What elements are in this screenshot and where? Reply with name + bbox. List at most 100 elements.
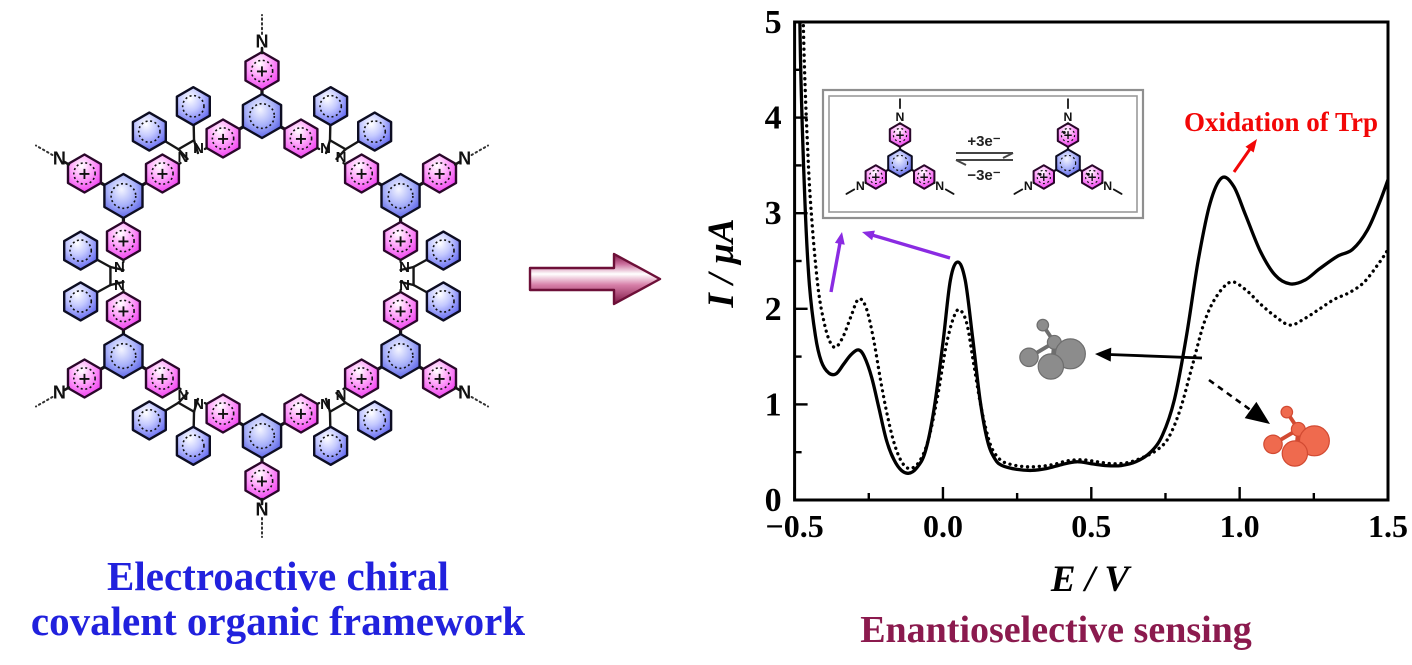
- phenyl-ring: [425, 230, 461, 271]
- aromatic-dotted-circle: [1060, 127, 1076, 143]
- y-tick-label: 1: [765, 386, 782, 423]
- bond: [328, 139, 347, 151]
- bond: [192, 139, 200, 155]
- bond: [324, 397, 332, 413]
- right-caption: Enantioselective sensing: [860, 609, 1252, 651]
- pyridinium-ring: [1081, 164, 1104, 190]
- pyridinium-ring: [913, 164, 936, 190]
- peak2-pointer-head: [862, 230, 875, 241]
- y-tick-label: 4: [765, 100, 782, 137]
- benzene-node-ring: [380, 332, 421, 380]
- bond: [335, 148, 347, 161]
- charge-label: +: [117, 302, 130, 321]
- aromatic-dotted-circle: [387, 182, 414, 210]
- nitrogen-label: N: [53, 149, 66, 169]
- pyridinium-ring: [421, 358, 458, 399]
- nitrogen-label: N: [320, 140, 331, 157]
- solid-curve-to-gray-arrow-line: [1108, 353, 1203, 360]
- y-tick-label: 5: [765, 4, 782, 41]
- bond: [316, 146, 321, 151]
- radical-dot: [1062, 131, 1066, 135]
- bond: [63, 386, 71, 392]
- transition-arrow: [528, 252, 662, 306]
- aromatic-dotted-circle: [363, 120, 387, 144]
- inset-backward-label: −3e⁻: [967, 167, 1000, 184]
- charge-label: +: [895, 128, 905, 142]
- continuation-dots: [34, 144, 54, 156]
- aromatic-dotted-circle: [428, 162, 451, 185]
- aromatic-dotted-circle: [363, 408, 387, 432]
- bond: [177, 401, 196, 413]
- pyridinium-ring: [343, 358, 380, 399]
- aromatic-dotted-circle: [350, 367, 374, 390]
- aromatic-dotted-circle: [69, 289, 93, 313]
- bond: [328, 401, 347, 413]
- phenyl-ring: [313, 85, 349, 127]
- bond: [453, 160, 461, 166]
- phenyl-ring: [357, 111, 393, 152]
- solid-curve-to-gray-arrow-head: [1095, 347, 1112, 362]
- bond: [109, 280, 125, 287]
- molecule-ball: [1280, 405, 1294, 419]
- aromatic-dotted-circle: [250, 59, 274, 83]
- y-tick-label: 2: [765, 291, 782, 328]
- molecule-ball: [1037, 353, 1065, 380]
- charge-label: +: [433, 164, 446, 183]
- y-axis-label: I / µA: [701, 218, 742, 308]
- nitrogen-label: N: [336, 387, 347, 404]
- molecule-ball: [1281, 440, 1309, 467]
- nitrogen-label: N: [114, 277, 125, 294]
- inset-box-inner: [828, 95, 1138, 213]
- gray-enantiomer-molecule: [1019, 318, 1086, 380]
- bond: [177, 148, 189, 161]
- charge-label: +: [117, 232, 130, 251]
- nitrogen-label: N: [320, 396, 331, 413]
- charge-label: +: [394, 302, 407, 321]
- aromatic-dotted-circle: [431, 239, 455, 263]
- aromatic-dotted-circle: [1084, 169, 1100, 185]
- dotted-curve-to-orange-arrow-head: [1244, 401, 1270, 424]
- bond: [453, 386, 461, 392]
- oxidation-annotation: Oxidation of Trp: [1184, 107, 1378, 137]
- y-tick-label: 0: [765, 482, 782, 519]
- aromatic-dotted-circle: [428, 367, 451, 390]
- bond: [177, 386, 182, 391]
- charge-label: +: [294, 404, 307, 423]
- nitrogen-label: N: [458, 149, 471, 169]
- pyridinium-ring: [382, 290, 419, 332]
- aromatic-dotted-circle: [73, 367, 96, 390]
- phenyl-ring: [357, 400, 393, 441]
- aromatic-dotted-circle: [248, 422, 276, 450]
- nitrogen-label: N: [935, 179, 944, 193]
- phenyl-ring: [131, 400, 168, 441]
- continuation-dots: [470, 144, 490, 156]
- charge-label: +: [156, 164, 169, 183]
- molecule-ball: [1036, 318, 1050, 332]
- charge-label: +: [355, 164, 368, 183]
- aromatic-dotted-circle: [110, 182, 137, 210]
- x-tick-label: 0.0: [923, 508, 963, 544]
- molecule-ball: [1263, 434, 1283, 455]
- benzene-node-ring: [1055, 148, 1081, 178]
- aromatic-dotted-circle: [211, 402, 235, 425]
- x-tick-label: 1.0: [1220, 508, 1260, 544]
- bond: [316, 401, 321, 406]
- continuation-dots: [34, 396, 54, 408]
- oxidation-pointer-line: [1232, 147, 1252, 173]
- pyridinium-ring: [66, 358, 103, 399]
- bond: [177, 139, 196, 151]
- nitrogen-label: N: [1103, 179, 1112, 193]
- plot-annotations: [829, 139, 1330, 467]
- charge-label: +: [255, 472, 268, 491]
- charge-label: +: [871, 170, 881, 184]
- x-tick-label: 0.5: [1071, 508, 1111, 544]
- aromatic-dotted-circle: [150, 367, 174, 390]
- nitrogen-label: N: [458, 383, 471, 403]
- aromatic-dotted-circle: [319, 94, 343, 118]
- nitrogen-label: N: [336, 149, 347, 166]
- nitrogen-label: N: [399, 259, 410, 276]
- aromatic-dotted-circle: [248, 102, 276, 130]
- orange-enantiomer-molecule: [1263, 405, 1330, 467]
- aromatic-dotted-circle: [73, 162, 96, 185]
